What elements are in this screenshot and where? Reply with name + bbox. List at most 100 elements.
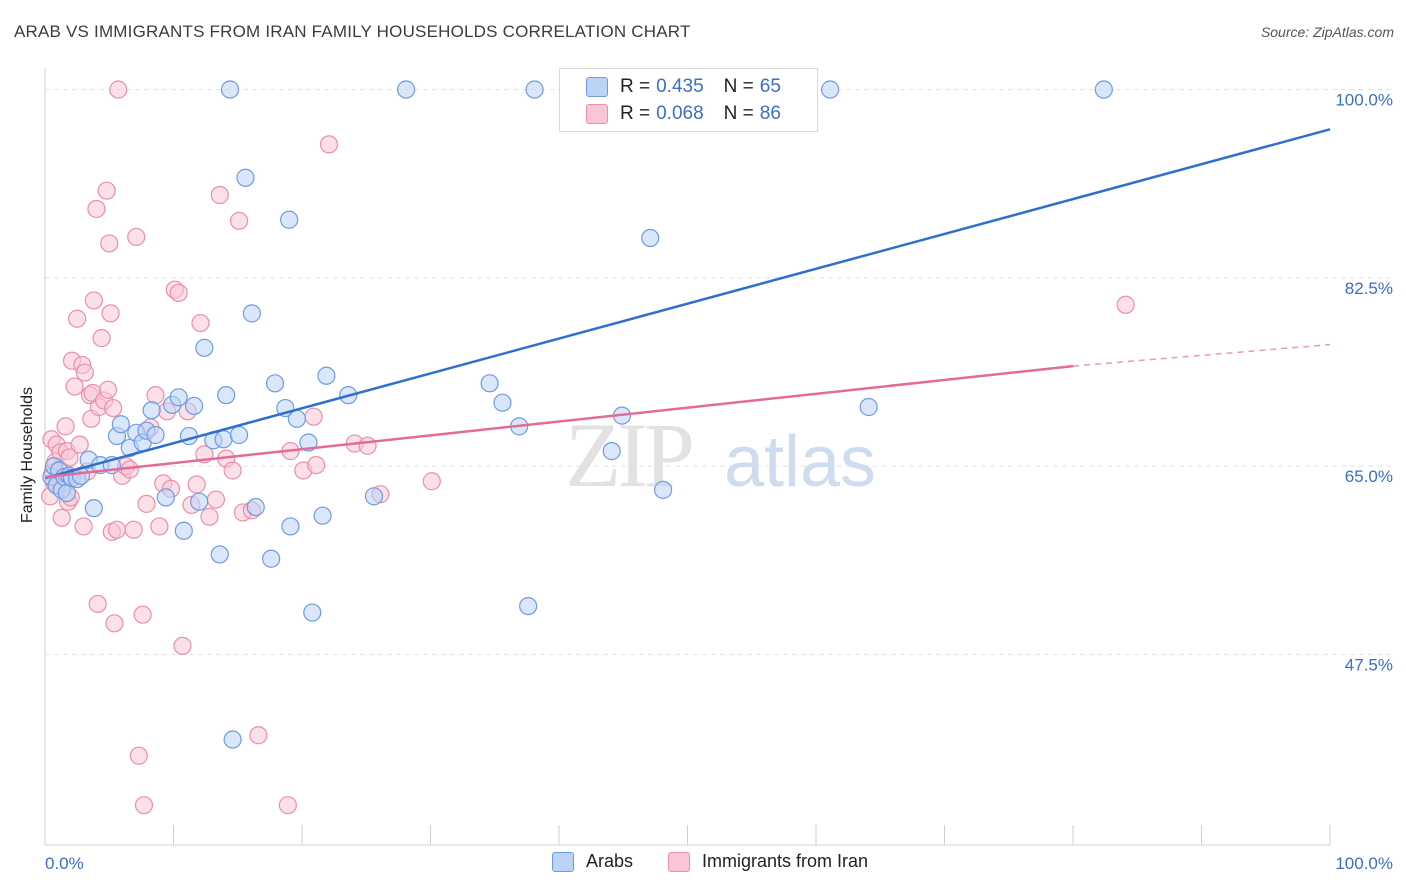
iran-point <box>98 380 118 399</box>
iran-point <box>65 377 84 396</box>
iran-point <box>124 520 143 539</box>
arabs-point <box>859 397 878 417</box>
arabs-point <box>236 168 255 187</box>
arabs-point <box>84 499 103 518</box>
bottom-iran-label: Immigrants from Iran <box>702 851 869 871</box>
iran-point <box>229 211 249 230</box>
source-label: Source: ZipAtlas.com <box>1260 24 1394 40</box>
iran-point <box>422 472 441 491</box>
iran-point <box>133 605 152 624</box>
iran-point <box>223 461 242 480</box>
chart-title: ARAB VS IMMIGRANTS FROM IRAN FAMILY HOUS… <box>14 22 691 41</box>
legend-row-arabs: R = 0.435 N = 65 <box>586 75 781 99</box>
iran-point <box>1116 295 1135 314</box>
iran-swatch <box>586 104 608 124</box>
series-arabs-points <box>42 80 1113 749</box>
iran-point <box>97 181 116 200</box>
arabs-point <box>229 425 249 445</box>
arabs-point <box>174 521 193 540</box>
arabs-point <box>142 401 161 420</box>
iran-point <box>107 520 127 539</box>
iran-point <box>100 234 119 253</box>
bottom-arabs-label: Arabs <box>586 851 634 871</box>
arabs-point <box>169 388 188 407</box>
arabs-n-value: 65 <box>759 76 781 97</box>
correlation-legend: R = 0.435 N = 65 R = 0.068 N = 86 <box>559 68 818 132</box>
arabs-point <box>265 374 285 393</box>
iran-point <box>52 508 71 527</box>
iran-point <box>150 517 169 536</box>
watermark-atlas: atlas <box>724 422 876 502</box>
arabs-point <box>641 228 660 248</box>
iran-point <box>88 594 107 614</box>
iran-point <box>146 386 165 405</box>
arabs-point <box>364 487 384 506</box>
arabs-point <box>1094 80 1113 99</box>
iran-r-label: R = <box>620 103 651 124</box>
iran-point <box>319 135 339 154</box>
iran-point <box>173 636 192 656</box>
series-iran-points <box>41 80 1135 815</box>
arabs-point <box>396 80 416 99</box>
arabs-point <box>525 80 544 99</box>
arabs-point <box>214 430 233 449</box>
iran-point <box>187 475 206 494</box>
tick-labels: 100.0% 82.5% 65.0% 47.5% 0.0% 100.0% <box>45 91 1393 873</box>
iran-point <box>75 363 94 382</box>
arabs-point <box>653 480 673 499</box>
arabs-point <box>111 415 130 434</box>
iran-point <box>249 726 268 745</box>
y-tick-label: 47.5% <box>1345 656 1393 675</box>
bottom-legend-iran: Immigrants from Iran <box>668 851 868 872</box>
iran-point <box>74 517 93 536</box>
iran-point <box>87 199 106 219</box>
iran-point <box>191 313 210 333</box>
arabs-point <box>246 497 265 517</box>
iran-point <box>134 796 154 815</box>
arabs-point <box>179 426 199 446</box>
y-tick-label: 65.0% <box>1345 467 1393 486</box>
arabs-point <box>299 433 318 452</box>
iran-point <box>68 309 87 328</box>
iran-point <box>137 494 156 513</box>
iran-point <box>358 436 377 455</box>
arabs-r-value: 0.435 <box>656 76 704 97</box>
arabs-point <box>57 483 76 503</box>
x-tick-label: 0.0% <box>45 854 84 873</box>
iran-trend-extension <box>1072 343 1331 367</box>
iran-point <box>307 456 326 475</box>
bottom-iran-swatch <box>668 851 690 872</box>
bottom-arabs-swatch <box>552 851 574 872</box>
y-tick-label: 100.0% <box>1335 91 1393 110</box>
arabs-point <box>262 549 281 568</box>
iran-point <box>56 417 75 436</box>
arabs-point <box>493 393 512 412</box>
iran-point <box>169 283 188 303</box>
iran-point <box>127 227 146 247</box>
legend-row-iran: R = 0.068 N = 86 <box>586 102 781 126</box>
y-axis-label: Family Households <box>19 386 36 524</box>
arabs-point <box>602 442 621 461</box>
iran-n-value: 86 <box>759 103 781 124</box>
iran-point <box>70 435 89 454</box>
arabs-point <box>317 366 336 385</box>
iran-point <box>84 291 103 310</box>
arabs-point <box>281 517 300 536</box>
arabs-point <box>480 374 499 393</box>
iran-point <box>210 185 229 205</box>
arabs-point <box>223 730 242 749</box>
iran-point <box>105 614 124 633</box>
watermark: ZIP atlas <box>565 404 876 506</box>
arabs-point <box>184 396 204 416</box>
iran-point <box>60 448 79 467</box>
arabs-point <box>280 210 299 229</box>
arabs-point <box>519 596 538 616</box>
arabs-point <box>190 492 209 511</box>
arabs-r-label: R = <box>620 76 651 97</box>
watermark-zip: ZIP <box>565 404 692 506</box>
arabs-n-label: N = <box>723 76 754 97</box>
arabs-point <box>156 488 175 507</box>
iran-point <box>104 398 123 418</box>
y-tick-label: 82.5% <box>1345 279 1393 298</box>
